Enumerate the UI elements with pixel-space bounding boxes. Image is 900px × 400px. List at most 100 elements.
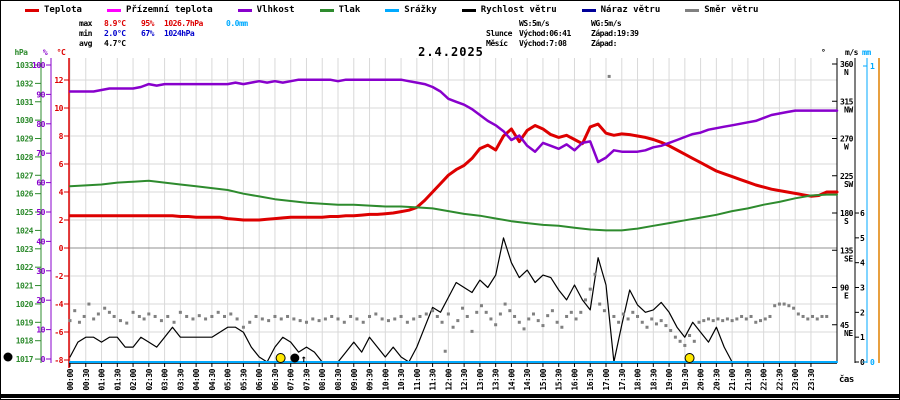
wind-direction-dot: [796, 312, 800, 316]
wind-direction-dot: [435, 314, 439, 318]
wind-direction-dot: [412, 317, 416, 321]
moonrise-arrow-icon: ↑: [301, 354, 307, 365]
wind-direction-dot: [393, 317, 397, 321]
legend-label: Přízemní teplota: [125, 5, 213, 15]
direction-tick-label: 270: [840, 135, 854, 144]
wind-direction-dot: [754, 320, 758, 324]
time-tick-label: 03:00: [161, 368, 170, 390]
legend-color-dash: [106, 8, 121, 12]
wind-direction-dot: [527, 317, 531, 321]
time-tick-label: 00:30: [82, 368, 91, 390]
wind-direction-dot: [531, 312, 535, 316]
stat-1-3: 1024hPa: [164, 29, 195, 38]
wind-direction-dot: [330, 314, 334, 318]
time-tick-label: 20:00: [697, 368, 706, 390]
hpa-tick-label: 1027: [16, 171, 34, 180]
hpa-tick-label: 1024: [16, 226, 34, 235]
hpa-tick-label: 1022: [16, 263, 34, 272]
celsius-tick-label: 8: [59, 132, 64, 141]
wind-direction-dot: [254, 314, 258, 318]
wind-direction-dot: [286, 314, 290, 318]
time-tick-label: 01:00: [98, 368, 107, 390]
stat-0-0: max: [79, 19, 92, 28]
wind-direction-dot: [555, 320, 559, 324]
series-C: [68, 122, 839, 222]
wind-direction-dot: [749, 314, 753, 318]
moon-phase-icon: [3, 352, 13, 362]
wind-direction-dot: [725, 317, 729, 321]
direction-letter-label: W: [844, 143, 849, 152]
wind-direction-dot: [112, 314, 116, 318]
pct-tick-label: 100: [32, 61, 46, 70]
wind-direction-dot: [248, 320, 252, 324]
legend-item-3: Vlhkost: [237, 5, 295, 15]
hpa-tick-label: 1018: [16, 337, 34, 346]
legend-color-dash: [461, 8, 476, 12]
time-unit-label: čas: [839, 374, 854, 385]
wind-direction-dot: [166, 314, 170, 318]
wind-direction-dot: [418, 314, 422, 318]
moonrise-icon: [290, 353, 300, 363]
wind-direction-dot: [475, 310, 479, 314]
wind-direction-dot: [159, 319, 163, 323]
time-tick-label: 20:30: [712, 368, 721, 390]
windspeed-tick-label: 6: [860, 209, 865, 218]
wind-direction-dot: [650, 317, 654, 321]
wind-direction-dot: [82, 314, 86, 318]
celsius-tick-label: 6: [59, 160, 64, 169]
wind-direction-dot: [626, 317, 630, 321]
suninfo-0-1: WS:5m/s: [519, 19, 550, 28]
wind-direction-dot: [153, 314, 157, 318]
wind-direction-dot: [565, 314, 569, 318]
wind-direction-dot: [399, 314, 403, 318]
wind-direction-dot: [137, 314, 141, 318]
celsius-tick-label: 4: [59, 188, 64, 197]
time-tick-label: 16:30: [586, 368, 595, 390]
bottom-border-bar: [1, 394, 899, 398]
legend-color-dash: [685, 8, 700, 12]
legend: Teplota Přízemní teplota Vlhkost Tlak Srážky…: [25, 5, 758, 15]
time-tick-label: 19:30: [681, 368, 690, 390]
wind-direction-dot: [607, 74, 611, 78]
wind-direction-dot: [279, 317, 283, 321]
wind-direction-dot: [787, 304, 791, 308]
direction-tick-label: 180: [840, 209, 854, 218]
wind-direction-dot: [118, 319, 122, 323]
wind-direction-dot: [470, 329, 474, 333]
wind-direction-dot: [820, 314, 824, 318]
time-tick-label: 10:30: [397, 368, 406, 390]
celsius-tick-label: 12: [54, 76, 63, 85]
suninfo-1-1: Východ:06:41: [519, 29, 571, 38]
wind-direction-dot: [792, 306, 796, 310]
wind-direction-dot: [541, 324, 545, 328]
wind-direction-dot: [361, 320, 365, 324]
hpa-tick-label: 1031: [16, 98, 34, 107]
time-tick-label: 07:30: [302, 368, 311, 390]
suninfo-2-1: Východ:7:08: [519, 39, 567, 48]
wind-direction-dot: [479, 304, 483, 308]
direction-tick-label: 360: [840, 60, 854, 69]
wind-direction-dot: [546, 314, 550, 318]
wind-direction-dot: [235, 317, 239, 321]
legend-item-1: Teplota: [25, 5, 82, 15]
wind-direction-dot: [777, 302, 781, 306]
wind-direction-dot: [456, 319, 460, 323]
stat-0-4: 0.0mm: [226, 19, 248, 28]
time-tick-label: 17:00: [602, 368, 611, 390]
hpa-tick-label: 1028: [16, 153, 34, 162]
wind-direction-dot: [465, 314, 469, 318]
wind-direction-dot: [721, 319, 725, 323]
stat-0-2: 95%: [141, 19, 154, 28]
hpa-tick-label: 1029: [16, 135, 34, 144]
time-tick-label: 15:00: [539, 368, 548, 390]
pct-tick-label: 20: [36, 296, 45, 305]
precip-tick-label: 1: [870, 62, 875, 71]
wind-direction-dot: [617, 320, 621, 324]
celsius-tick-label: -4: [54, 300, 63, 309]
wind-direction-dot: [598, 302, 602, 306]
time-tick-label: 18:30: [649, 368, 658, 390]
windspeed-tick-label: 1: [860, 333, 865, 342]
wind-direction-dot: [304, 320, 308, 324]
celsius-tick-label: 0: [59, 244, 64, 253]
suninfo-1-2: Západ:19:39: [591, 29, 639, 38]
